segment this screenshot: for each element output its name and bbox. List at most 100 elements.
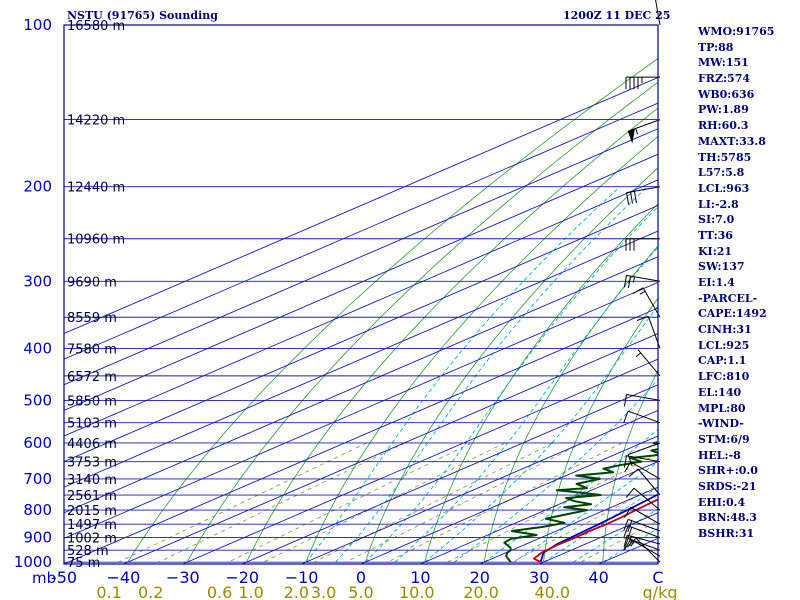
sounding-index-item: MPL:80	[698, 401, 746, 415]
height-label: 8559 m	[67, 311, 117, 326]
wind-barb-staff	[626, 186, 661, 194]
pressure-tick-label: 300	[23, 272, 52, 290]
sounding-index-item: LI:-2.8	[698, 197, 739, 211]
sounding-index-item: SI:7.0	[698, 213, 735, 227]
wind-barb-staff	[626, 394, 661, 401]
height-label: 2561 m	[67, 489, 117, 504]
wind-barb-full	[624, 461, 632, 473]
height-label: 5103 m	[67, 417, 117, 432]
wind-barb-full	[623, 535, 628, 547]
sounding-index-item: LFC:810	[698, 370, 750, 384]
mixing-ratio-tick-label: 0.6	[207, 583, 232, 600]
mixing-ratio-line	[118, 442, 367, 563]
wind-barb	[628, 468, 661, 496]
mixing-ratio-line	[580, 520, 658, 563]
height-label: 2015 m	[67, 504, 117, 519]
wind-barb-staff	[630, 538, 661, 557]
wind-barb	[623, 518, 661, 533]
mixing-ratio-line	[263, 442, 505, 563]
isotherm-line	[242, 384, 658, 564]
wind-barb	[625, 238, 660, 251]
wind-barb	[623, 525, 661, 539]
wind-barb-staff	[635, 537, 661, 563]
plot-frame	[63, 24, 659, 565]
sounding-index-item: HEL:-8	[698, 448, 741, 462]
wind-barb-full	[630, 191, 633, 204]
sounding-index-item: CAPE:1492	[698, 307, 767, 321]
sounding-index-item: CAP:1.1	[698, 354, 747, 368]
mixing-ratio-tick-label: 0.1	[96, 583, 121, 600]
wind-barb-staff	[627, 410, 661, 424]
wind-barb-staff	[642, 287, 661, 318]
temperature-tick-label: -50	[51, 568, 77, 587]
temperature-tick-label: −40	[107, 568, 141, 587]
pressure-tick-label: 700	[23, 470, 52, 488]
wind-barb-staff	[630, 506, 661, 525]
wind-barb-full	[623, 525, 629, 538]
mixing-ratio-tick-label: 0.2	[138, 583, 163, 600]
wind-barb-half	[639, 290, 646, 295]
sounding-index-item: KI:21	[698, 244, 733, 258]
height-label: 1002 m	[67, 532, 117, 547]
sounding-index-item: LCL:925	[698, 338, 750, 352]
wind-barb-full	[627, 527, 633, 539]
sounding-index-item: MAXT:33.8	[698, 134, 766, 148]
mixing-ratio-tick-label: 3.0	[311, 583, 336, 600]
wind-barb	[635, 349, 661, 377]
mixing-ratio-tick-label: 1.0	[238, 583, 263, 600]
wind-barb-half	[630, 540, 635, 547]
wind-barb	[626, 186, 661, 205]
wind-barb-half	[629, 539, 633, 546]
sounding-index-item: EHI:0.4	[698, 495, 746, 509]
wind-barb	[627, 119, 661, 144]
wind-barb-full	[632, 287, 644, 295]
moist-adiabat-line	[513, 461, 658, 563]
height-label: 75 m	[67, 556, 100, 571]
isotherm-line	[64, 128, 658, 386]
sounding-index-item: -WIND-	[698, 417, 744, 431]
sounding-index-item: BSHR:31	[698, 527, 755, 540]
wind-barb	[623, 534, 661, 547]
sounding-index-item: TP:88	[698, 40, 734, 54]
wind-barb-full	[627, 276, 631, 288]
station-title: NSTU (91765) Sounding	[67, 9, 218, 22]
mixing-ratio-tick-label: 20.0	[463, 583, 499, 600]
wind-barb-staff	[627, 525, 661, 539]
isotherm-line	[64, 281, 658, 539]
mixing-ratio-unit-label: g/kg	[643, 583, 678, 600]
isotherm-line	[64, 102, 658, 360]
wind-barb-pennant	[627, 128, 635, 144]
wind-barb-half	[632, 276, 635, 283]
height-label: 5850 m	[67, 394, 117, 409]
wind-barb-full	[627, 537, 637, 547]
temperature-tick-label: −30	[166, 568, 200, 587]
temperature-tick-label: 0	[356, 568, 366, 587]
sounding-index-item: BRN:48.3	[698, 511, 757, 525]
sounding-index-item: WB0:636	[698, 87, 755, 101]
wind-barb-full	[623, 519, 629, 531]
mixing-ratio-tick-label: 10.0	[399, 583, 435, 600]
profile-traces	[503, 441, 658, 563]
sounding-index-item: STM:6/9	[698, 432, 750, 446]
mixing-ratio-tick-label: 5.0	[348, 583, 373, 600]
pressure-tick-label: 100	[23, 16, 52, 34]
height-label: 10960 m	[67, 233, 125, 248]
mixing-ratio-line	[345, 442, 583, 563]
sounding-index-item: LCL:963	[698, 181, 750, 195]
wind-barb-full	[626, 192, 630, 205]
height-label: 6572 m	[67, 370, 117, 385]
moist-adiabat-line	[602, 527, 658, 563]
height-label: 7580 m	[67, 342, 117, 357]
pressure-tick-label: 400	[23, 339, 52, 357]
wind-barb	[632, 287, 661, 318]
wind-barb	[623, 410, 661, 424]
temperature-tick-label: 30	[529, 568, 549, 587]
isotherm-line	[64, 256, 658, 514]
pressure-tick-label: 200	[23, 178, 52, 196]
isotherm-line	[64, 179, 658, 437]
isotherm-line	[64, 76, 658, 335]
sounding-index-item: CINH:31	[698, 323, 752, 337]
temperature-tick-label: −10	[285, 568, 319, 587]
sounding-index-item: EI:1.4	[698, 276, 735, 289]
